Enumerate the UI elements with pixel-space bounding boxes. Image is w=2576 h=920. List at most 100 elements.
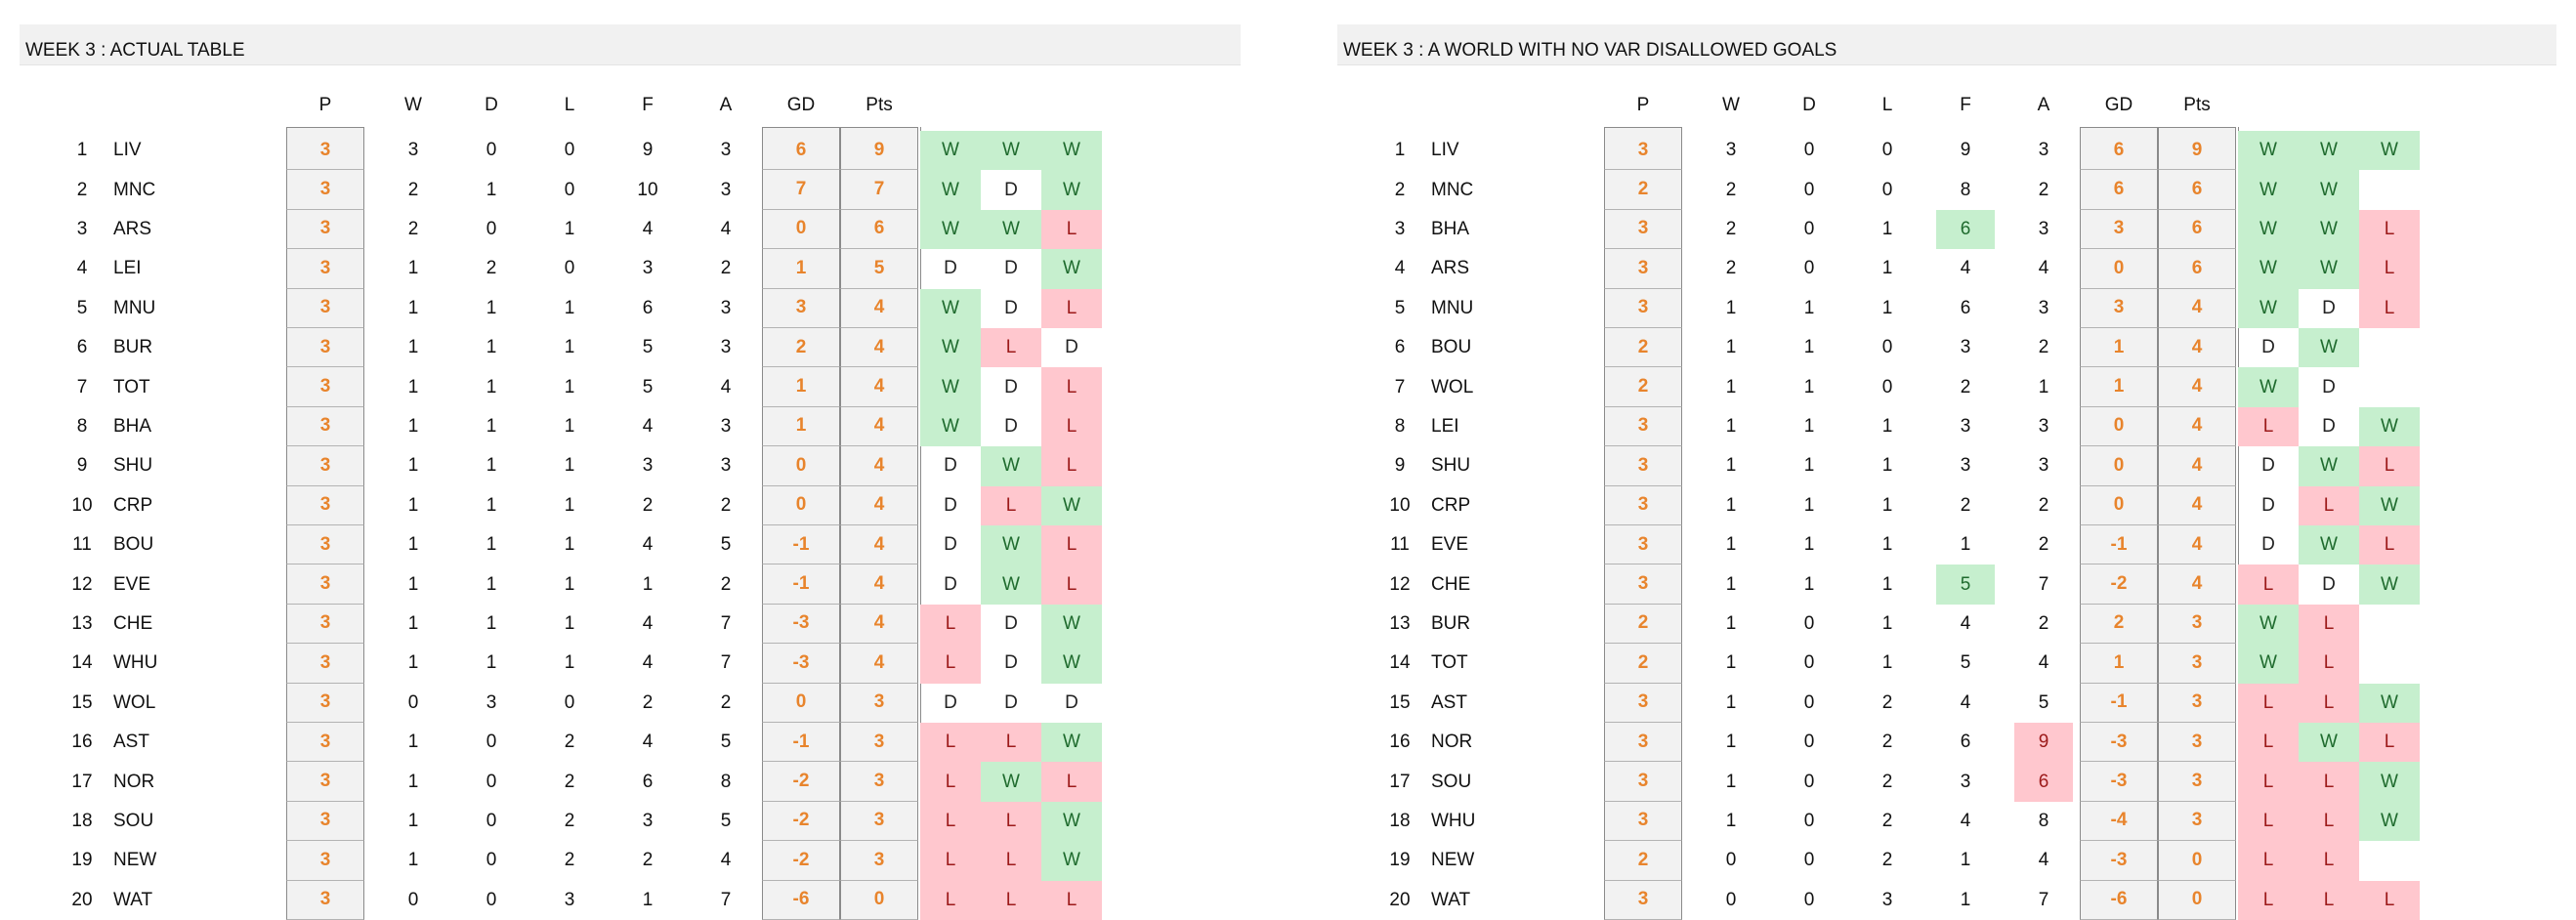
goals-against-cell: 2 — [2038, 534, 2049, 556]
form-result-cell: W — [2299, 723, 2359, 763]
goal-difference-cell: -1 — [762, 525, 840, 565]
goal-difference-cell: -4 — [2080, 801, 2158, 842]
form-result-cell: L — [2299, 683, 2359, 723]
draws-cell: 1 — [1803, 337, 1815, 358]
goals-against-cell: 5 — [720, 732, 732, 753]
draws-cell: 1 — [1803, 415, 1815, 437]
form-result-cell: W — [981, 565, 1041, 605]
position-cell: 15 — [71, 691, 93, 713]
points-cell: 4 — [840, 565, 918, 605]
points-cell: 6 — [2158, 209, 2236, 250]
team-cell: EVE — [1431, 534, 1469, 556]
draws-cell: 2 — [486, 258, 497, 279]
points-cell: 3 — [2158, 762, 2236, 802]
team-cell: MNC — [1431, 179, 1474, 200]
played-cell: 3 — [286, 565, 364, 605]
draws-cell: 0 — [1803, 612, 1815, 634]
form-result-cell: D — [2261, 534, 2275, 556]
goals-for-cell: 1 — [642, 573, 654, 595]
points-cell: 4 — [840, 406, 918, 447]
played-cell: 3 — [1604, 801, 1682, 842]
form-result-cell: W — [1041, 801, 1102, 842]
position-cell: 17 — [71, 771, 93, 792]
team-cell: MNU — [1431, 297, 1474, 318]
form-result-cell: L — [981, 841, 1041, 881]
form-result-cell: W — [1041, 131, 1102, 171]
draws-cell: 1 — [486, 337, 497, 358]
wins-cell: 0 — [1725, 889, 1737, 910]
losses-cell: 1 — [1881, 573, 1893, 595]
draws-cell: 1 — [486, 415, 497, 437]
losses-cell: 1 — [564, 612, 575, 634]
draws-cell: 0 — [1803, 218, 1815, 239]
form-result-cell: W — [2359, 131, 2420, 171]
wins-cell: 1 — [1725, 652, 1737, 674]
header-l: L — [564, 95, 575, 115]
wins-cell: 1 — [407, 297, 419, 318]
goals-for-cell: 6 — [642, 771, 654, 792]
position-cell: 6 — [1394, 337, 1406, 358]
position-cell: 12 — [71, 573, 93, 595]
losses-cell: 2 — [1881, 850, 1893, 871]
points-cell: 4 — [840, 328, 918, 368]
points-cell: 5 — [840, 249, 918, 289]
wins-cell: 1 — [407, 850, 419, 871]
points-cell: 6 — [2158, 249, 2236, 289]
wins-cell: 1 — [407, 534, 419, 556]
goal-difference-cell: 1 — [762, 367, 840, 407]
goals-for-cell: 2 — [1960, 376, 1971, 397]
goals-against-cell: 3 — [2038, 140, 2049, 161]
goals-against-cell: 2 — [2038, 612, 2049, 634]
draws-cell: 1 — [486, 494, 497, 516]
draws-cell: 1 — [1803, 534, 1815, 556]
goals-against-cell: 2 — [720, 691, 732, 713]
position-cell: 1 — [76, 140, 88, 161]
points-cell: 9 — [840, 131, 918, 171]
form-result-cell: L — [920, 841, 981, 881]
wins-cell: 3 — [1725, 140, 1737, 161]
form-result-cell: D — [1065, 337, 1078, 358]
losses-cell: 1 — [564, 218, 575, 239]
goal-difference-cell: 3 — [762, 288, 840, 328]
points-cell: 3 — [2158, 604, 2236, 645]
draws-cell: 1 — [486, 534, 497, 556]
team-cell: NEW — [113, 850, 157, 871]
goals-for-cell: 4 — [642, 218, 654, 239]
team-cell: TOT — [1431, 652, 1468, 674]
played-cell: 3 — [286, 841, 364, 881]
goals-against-cell: 2 — [2038, 337, 2049, 358]
wins-cell: 1 — [1725, 612, 1737, 634]
goals-for-cell: 4 — [642, 612, 654, 634]
losses-cell: 0 — [564, 179, 575, 200]
header-pts: Pts — [866, 95, 893, 115]
wins-cell: 1 — [407, 337, 419, 358]
form-result-cell: L — [2238, 762, 2299, 802]
form-result-cell: D — [1004, 376, 1018, 397]
goals-for-cell: 4 — [642, 732, 654, 753]
losses-cell: 1 — [564, 376, 575, 397]
played-cell: 2 — [1604, 170, 1682, 210]
team-cell: NOR — [1431, 732, 1473, 753]
team-cell: CHE — [1431, 573, 1471, 595]
form-result-cell: D — [1004, 612, 1018, 634]
form-result-cell: D — [944, 494, 957, 516]
losses-cell: 0 — [1881, 140, 1893, 161]
position-cell: 5 — [76, 297, 88, 318]
goals-for-cell: 3 — [1960, 415, 1971, 437]
wins-cell: 1 — [1725, 534, 1737, 556]
wins-cell: 2 — [407, 218, 419, 239]
goal-difference-cell: 0 — [2080, 446, 2158, 486]
form-result-cell: W — [981, 209, 1041, 250]
goals-for-cell: 2 — [1960, 494, 1971, 516]
form-result-cell: D — [944, 455, 957, 477]
form-result-cell: L — [920, 762, 981, 802]
goal-difference-cell: -6 — [762, 880, 840, 920]
team-cell: NOR — [113, 771, 155, 792]
position-cell: 8 — [76, 415, 88, 437]
form-result-cell: W — [1041, 644, 1102, 684]
position-cell: 15 — [1389, 691, 1411, 713]
draws-cell: 1 — [486, 455, 497, 477]
points-cell: 4 — [2158, 565, 2236, 605]
form-result-cell: L — [2359, 446, 2420, 486]
form-result-cell: L — [920, 801, 981, 842]
